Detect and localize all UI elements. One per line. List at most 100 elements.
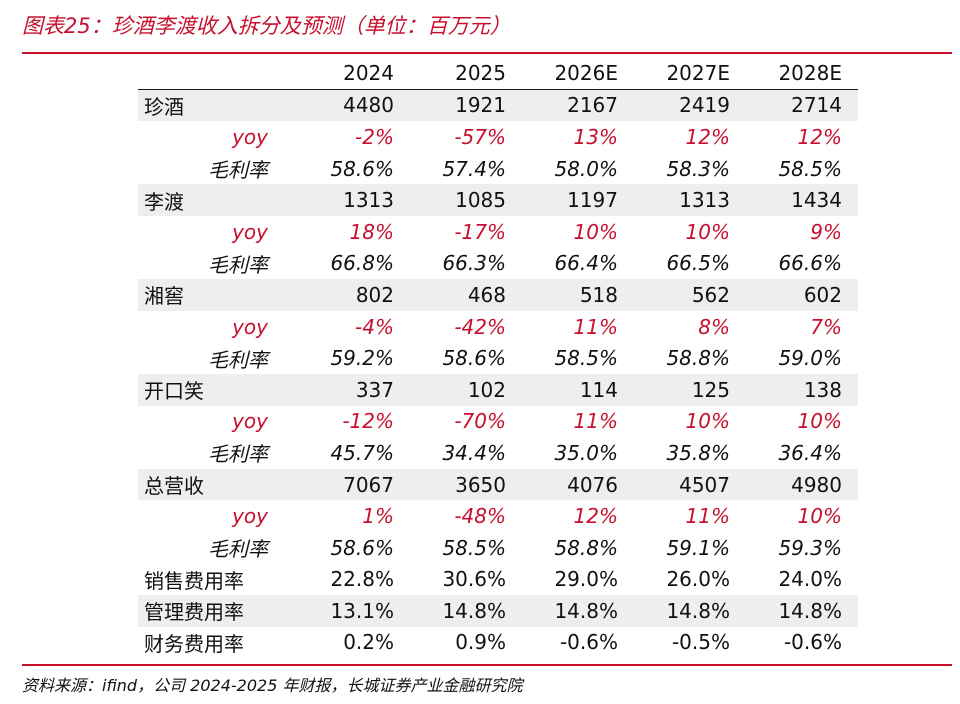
header-cell: 2024: [343, 60, 394, 85]
value-cell: 1085: [410, 184, 522, 216]
value-cell: 14.8%: [410, 595, 522, 627]
row-label-cell: 毛利率: [138, 342, 298, 374]
value-cell: 468: [410, 279, 522, 311]
value-cell: 13%: [573, 124, 618, 149]
yoy-row: yoy -4% -42% 11% 8% 7%: [138, 311, 858, 343]
value-cell: 26.0%: [666, 567, 730, 592]
row-label-cell: 财务费用率: [144, 631, 244, 656]
row-label-cell: yoy: [138, 406, 298, 438]
value-cell: 30.6%: [442, 567, 506, 592]
value-cell: 58.3%: [666, 156, 730, 181]
value-cell: 59.2%: [330, 346, 394, 371]
value-cell: 12%: [797, 124, 842, 149]
value-cell: 562: [634, 279, 746, 311]
value-cell: 0.9%: [455, 630, 506, 655]
value-cell: 11%: [573, 314, 618, 339]
yoy-label: yoy: [232, 219, 268, 244]
value-cell: 29.0%: [554, 567, 618, 592]
yoy-label: yoy: [232, 124, 268, 149]
table-row: 湘窖 802 468 518 562 602: [138, 279, 858, 311]
row-label-cell: 销售费用率: [144, 568, 244, 593]
row-label-cell: yoy: [138, 500, 298, 532]
value-cell: 102: [410, 373, 522, 406]
value-cell: 59.0%: [778, 346, 842, 371]
gross-margin-label: 毛利率: [208, 347, 268, 372]
value-cell: 11%: [685, 504, 730, 529]
value-cell: 602: [746, 279, 858, 311]
value-cell: 35.0%: [554, 440, 618, 465]
value-cell: 24.0%: [778, 567, 842, 592]
value-cell: 1%: [362, 504, 394, 529]
value-cell: 125: [634, 373, 746, 406]
header-cell: 2027E: [666, 60, 730, 85]
row-label-cell: 李渡: [138, 184, 298, 216]
value-cell: 45.7%: [330, 440, 394, 465]
value-cell: 1313: [634, 184, 746, 216]
value-cell: 66.8%: [330, 251, 394, 276]
value-cell: 10%: [797, 409, 842, 434]
value-cell: 57.4%: [442, 156, 506, 181]
value-cell: 4480: [298, 89, 410, 122]
yoy-row: yoy 18% -17% 10% 10% 9%: [138, 216, 858, 248]
header-cell: 2028E: [778, 60, 842, 85]
value-cell: -0.6%: [783, 630, 842, 655]
row-label-cell: 湘窖: [138, 279, 298, 311]
value-cell: 8%: [698, 314, 730, 339]
value-cell: 9%: [810, 219, 842, 244]
value-cell: 58.6%: [330, 156, 394, 181]
value-cell: 10%: [685, 409, 730, 434]
row-label-cell: 管理费用率: [138, 595, 298, 627]
value-cell: 1434: [746, 184, 858, 216]
row-label-cell: yoy: [138, 311, 298, 343]
margin-row: 毛利率 58.6% 58.5% 58.8% 59.1% 59.3%: [138, 532, 858, 564]
value-cell: 114: [522, 373, 634, 406]
table-row: 李渡 1313 1085 1197 1313 1434: [138, 184, 858, 216]
row-label-cell: 毛利率: [138, 532, 298, 564]
table-row: 管理费用率 13.1% 14.8% 14.8% 14.8% 14.8%: [138, 595, 858, 627]
table-row: 开口笑 337 102 114 125 138: [138, 373, 858, 406]
header-cell: [138, 57, 298, 89]
value-cell: 1197: [522, 184, 634, 216]
value-cell: 59.1%: [666, 535, 730, 560]
table-row: 总营收 7067 3650 4076 4507 4980: [138, 468, 858, 501]
value-cell: 14.8%: [522, 595, 634, 627]
caption-divider: [22, 52, 952, 54]
row-label-cell: 毛利率: [138, 437, 298, 469]
value-cell: 13.1%: [298, 595, 410, 627]
value-cell: -42%: [454, 314, 506, 339]
value-cell: 22.8%: [330, 567, 394, 592]
value-cell: 58.6%: [330, 535, 394, 560]
gross-margin-label: 毛利率: [208, 252, 268, 277]
value-cell: 3650: [410, 468, 522, 501]
figure-caption: 图表25：珍酒李渡收入拆分及预测（单位：百万元）: [22, 14, 511, 38]
value-cell: 4980: [746, 468, 858, 501]
value-cell: -4%: [355, 314, 394, 339]
source-divider: [22, 664, 952, 666]
value-cell: 59.3%: [778, 535, 842, 560]
row-label-cell: 总营收: [138, 468, 298, 501]
value-cell: -0.5%: [671, 630, 730, 655]
yoy-row: yoy -12% -70% 11% 10% 10%: [138, 406, 858, 438]
margin-row: 毛利率 58.6% 57.4% 58.0% 58.3% 58.5%: [138, 153, 858, 185]
value-cell: -0.6%: [559, 630, 618, 655]
value-cell: 10%: [573, 219, 618, 244]
gross-margin-label: 毛利率: [208, 158, 268, 183]
margin-row: 毛利率 45.7% 34.4% 35.0% 35.8% 36.4%: [138, 437, 858, 469]
gross-margin-label: 毛利率: [208, 442, 268, 467]
header-cell: 2026E: [554, 60, 618, 85]
value-cell: 12%: [573, 504, 618, 529]
value-cell: 58.0%: [554, 156, 618, 181]
yoy-row: yoy 1% -48% 12% 11% 10%: [138, 500, 858, 532]
value-cell: 58.8%: [666, 346, 730, 371]
value-cell: 66.6%: [778, 251, 842, 276]
value-cell: -2%: [355, 124, 394, 149]
value-cell: 7067: [298, 468, 410, 501]
value-cell: 7%: [810, 314, 842, 339]
value-cell: 12%: [685, 124, 730, 149]
yoy-label: yoy: [232, 504, 268, 529]
value-cell: 14.8%: [634, 595, 746, 627]
value-cell: 66.5%: [666, 251, 730, 276]
value-cell: 58.5%: [778, 156, 842, 181]
value-cell: 58.6%: [442, 346, 506, 371]
value-cell: 58.5%: [442, 535, 506, 560]
